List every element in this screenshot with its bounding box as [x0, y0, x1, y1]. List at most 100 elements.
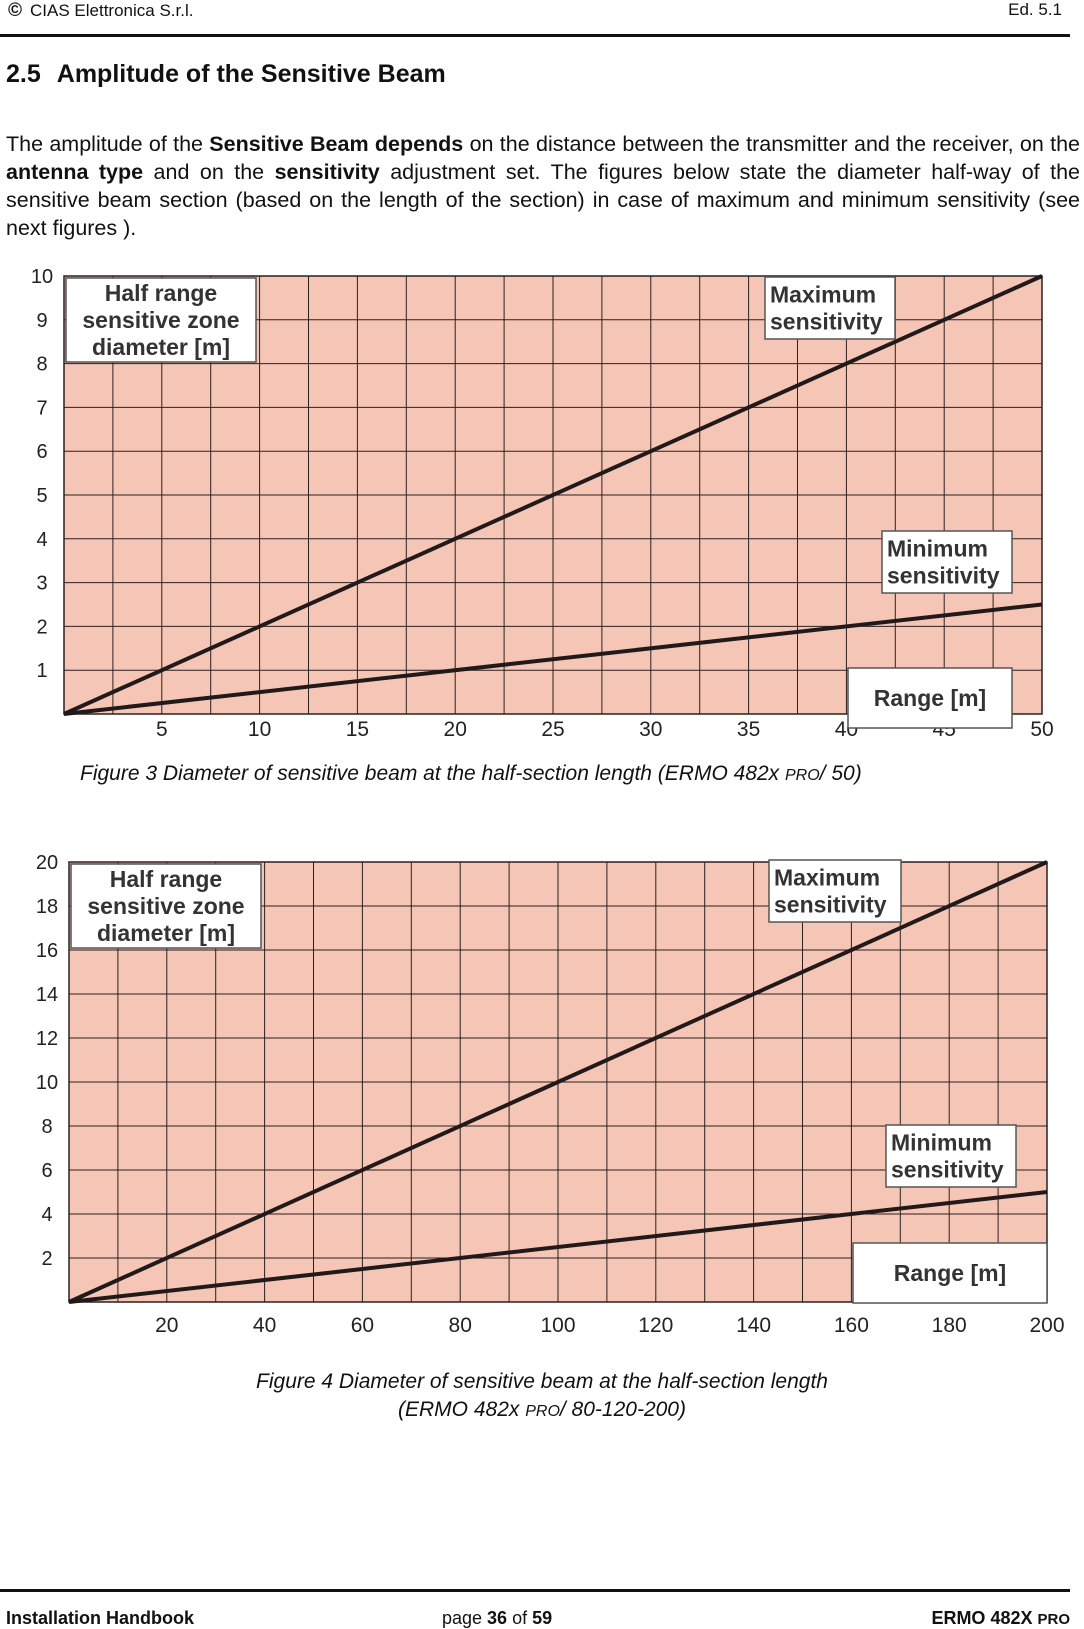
y-axis-label-text: sensitive zone [87, 893, 244, 919]
legend-minimum-sensitivity-text: sensitivity [887, 563, 1000, 589]
y-tick-label: 2 [41, 1248, 52, 1270]
legend-maximum-sensitivity-text: Maximum [774, 865, 880, 891]
series-line-minimum [68, 1190, 1048, 1304]
y-axis-label-text: diameter [m] [97, 920, 235, 946]
x-tick-label: 20 [444, 718, 467, 741]
figure-3-caption: Figure 3 Diameter of sensitive beam at t… [0, 762, 1084, 786]
section-number: 2.5 [6, 60, 41, 88]
footer-product-name: ERMO 482X [931, 1608, 1038, 1628]
para-text-4: adjustment set. The figures below state … [6, 160, 1080, 240]
caption-3-suffix: / 50) [819, 762, 862, 785]
x-tick-label: 40 [253, 1314, 276, 1337]
y-tick-label: 18 [36, 896, 58, 918]
y-axis-label-box [70, 863, 262, 949]
footer-handbook: Installation Handbook [6, 1608, 195, 1628]
copyright-symbol: © [8, 0, 22, 21]
para-bold-1: Sensitive Beam depends [209, 132, 464, 156]
y-axis-label-box [65, 277, 257, 363]
x-tick-label: 80 [449, 1314, 472, 1337]
x-axis-label-box [847, 667, 1013, 729]
page-footer: Installation Handbook page 36 of 59 ERMO… [0, 1589, 1070, 1628]
footer-product: ERMO 482X PRO [931, 1608, 1070, 1629]
series-line-maximum [68, 860, 1048, 1304]
chart-figure-4-svg: 2 4 6 8 10 12 14 16 18 20 20 40 60 80 100 120 140 160 180 2… [36, 852, 1065, 1337]
chart-figure-3: 1 2 3 4 5 6 7 8 9 10 5 10 15 20 25 30 35 40 45 50 Half range… [0, 266, 1084, 750]
y-tick-label: 14 [36, 984, 58, 1006]
legend-minimum-sensitivity-text: Minimum [887, 536, 988, 562]
x-tick-label: 30 [639, 718, 662, 741]
x-tick-label: 200 [1029, 1314, 1064, 1337]
x-tick-label: 120 [638, 1314, 673, 1337]
caption-4-prefix: (ERMO 482x [398, 1398, 526, 1421]
company-name: CIAS Elettronica S.r.l. [30, 1, 194, 20]
legend-minimum-sensitivity-text: sensitivity [891, 1157, 1004, 1183]
legend-minimum-sensitivity-box [885, 1124, 1017, 1188]
x-tick-label: 60 [351, 1314, 374, 1337]
x-tick-label: 10 [248, 718, 271, 741]
y-tick-label: 6 [41, 1160, 52, 1182]
legend-maximum-sensitivity-text: sensitivity [774, 892, 887, 918]
x-tick-label: 20 [155, 1314, 178, 1337]
x-axis-label-text: Range [m] [894, 1260, 1006, 1286]
caption-3-small: PRO [785, 767, 820, 784]
page-header: © CIAS Elettronica S.r.l. Ed. 5.1 [0, 0, 1070, 37]
y-tick-label: 5 [36, 485, 47, 507]
y-tick-label: 20 [36, 852, 58, 874]
legend-maximum-sensitivity-box [768, 859, 902, 923]
y-tick-label: 9 [36, 310, 47, 332]
para-bold-3: sensitivity [274, 160, 380, 184]
y-tick-label: 10 [31, 266, 53, 288]
plot-border [63, 275, 1043, 715]
x-tick-label: 35 [737, 718, 760, 741]
x-tick-label: 15 [346, 718, 369, 741]
figure-4-caption: Figure 4 Diameter of sensitive beam at t… [0, 1368, 1084, 1426]
caption-3-text: Figure 3 Diameter of sensitive beam at t… [80, 762, 785, 785]
legend-maximum-sensitivity-text: sensitivity [770, 309, 883, 335]
caption-4-line-1: Figure 4 Diameter of sensitive beam at t… [256, 1370, 828, 1393]
para-text-2: on the distance between the transmitter … [463, 132, 1080, 156]
header-company: © CIAS Elettronica S.r.l. [8, 0, 193, 22]
footer-total-pages: 59 [532, 1608, 553, 1628]
footer-page-number: page 36 of 59 [442, 1608, 552, 1629]
x-axis-label: Range [m] [847, 667, 1013, 729]
y-tick-label: 2 [36, 616, 47, 638]
y-tick-label: 8 [41, 1116, 52, 1138]
caption-4-line-2: (ERMO 482x PRO/ 80-120-200) [0, 1396, 1084, 1426]
caption-4-suffix: / 80-120-200) [559, 1398, 686, 1421]
x-tick-label: 140 [736, 1314, 771, 1337]
legend-minimum-sensitivity-box [881, 530, 1013, 594]
y-tick-label: 12 [36, 1028, 58, 1050]
legend-maximum-sensitivity-text: Maximum [770, 282, 876, 308]
section-heading: 2.5 Amplitude of the Sensitive Beam [6, 60, 446, 89]
footer-current-page: 36 [487, 1608, 508, 1628]
y-tick-label: 16 [36, 940, 58, 962]
x-axis-label-text: Range [m] [874, 685, 986, 711]
x-axis-label: Range [m] [852, 1242, 1048, 1304]
legend-minimum-sensitivity-text: Minimum [891, 1130, 992, 1156]
header-edition: Ed. 5.1 [1008, 0, 1062, 19]
x-axis-label-box [852, 1242, 1048, 1304]
y-tick-label: 10 [36, 1072, 58, 1094]
footer-product-suffix: PRO [1037, 1611, 1070, 1628]
x-tick-label: 25 [541, 718, 564, 741]
footer-page-prefix: page [442, 1608, 488, 1628]
y-tick-label: 1 [36, 660, 47, 682]
x-tick-label: 50 [1030, 718, 1053, 741]
chart-figure-4: 2 4 6 8 10 12 14 16 18 20 20 40 60 80 100 120 140 160 180 2… [0, 852, 1084, 1346]
legend-maximum-sensitivity-box [764, 276, 896, 340]
x-tick-label: 160 [834, 1314, 869, 1337]
intro-paragraph: The amplitude of the Sensitive Beam depe… [6, 130, 1080, 242]
y-axis-label-text: sensitive zone [82, 307, 239, 333]
x-tick-label: 100 [540, 1314, 575, 1337]
para-text-1: The amplitude of the [6, 132, 210, 156]
para-bold-2: antenna type [6, 160, 144, 184]
x-tick-label: 5 [156, 718, 168, 741]
y-axis-label-text: Half range [110, 866, 222, 892]
x-tick-label: 180 [932, 1314, 967, 1337]
series-line-maximum [63, 274, 1043, 716]
